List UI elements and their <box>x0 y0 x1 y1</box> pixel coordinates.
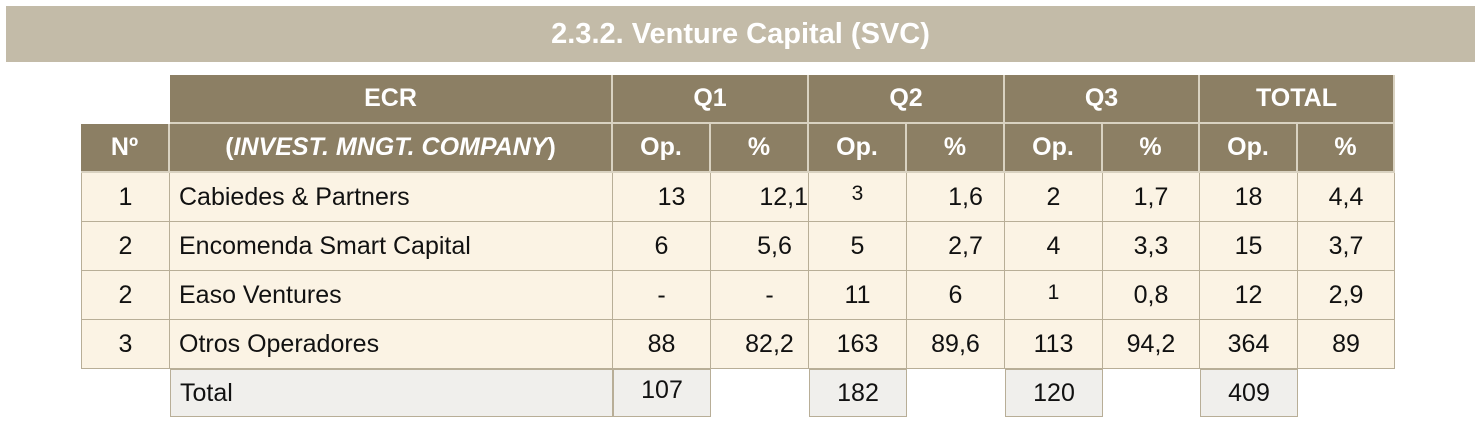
header-q1-op: Op. <box>613 124 711 173</box>
header-q3-pct: % <box>1103 124 1200 173</box>
table-cell-company: Otros Operadores <box>170 320 613 369</box>
table-cell-total-pct: 3,7 <box>1298 222 1395 271</box>
table-cell-company: Cabiedes & Partners <box>170 173 613 222</box>
header-company-open: ( <box>225 133 234 161</box>
table-cell-q3-op: 113 <box>1005 320 1103 369</box>
table-cell-no: 2 <box>81 271 170 320</box>
table-cell-q3-op: 1 <box>1005 271 1103 320</box>
header-q2-pct: % <box>907 124 1005 173</box>
table-cell-q3-pct: 0,8 <box>1103 271 1200 320</box>
header-q1: Q1 <box>613 75 809 124</box>
header-company-close: ) <box>547 133 556 161</box>
header-q3-op: Op. <box>1005 124 1103 173</box>
totals-q1: 107 <box>613 369 711 417</box>
table-cell-q1-op: 13 <box>613 173 711 222</box>
totals-label: Total <box>170 369 613 417</box>
header-total-op: Op. <box>1200 124 1298 173</box>
totals-q2: 182 <box>809 369 907 417</box>
header-q3: Q3 <box>1005 75 1200 124</box>
table-cell-no: 2 <box>81 222 170 271</box>
header-total-pct: % <box>1298 124 1395 173</box>
table-cell-q3-op: 2 <box>1005 173 1103 222</box>
header-q2: Q2 <box>809 75 1005 124</box>
table-cell-q2-op: 163 <box>809 320 907 369</box>
table-cell-q1-pct: 12,1 <box>711 173 809 222</box>
table-cell-q3-pct: 3,3 <box>1103 222 1200 271</box>
table-cell-q2-op: 11 <box>809 271 907 320</box>
table-cell-q1-op: 6 <box>613 222 711 271</box>
table-cell-q3-pct: 94,2 <box>1103 320 1200 369</box>
table-cell-q2-pct: 6 <box>907 271 1005 320</box>
header-no: Nº <box>81 124 170 173</box>
header-q1-pct: % <box>711 124 809 173</box>
table-cell-company: Encomenda Smart Capital <box>170 222 613 271</box>
table-cell-total-pct: 2,9 <box>1298 271 1395 320</box>
table-cell-total-op: 364 <box>1200 320 1298 369</box>
header-company-text: INVEST. MNGT. COMPANY <box>233 133 548 161</box>
table-cell-total-op: 15 <box>1200 222 1298 271</box>
table-cell-q3-op: 4 <box>1005 222 1103 271</box>
table-cell-q1-op: 88 <box>613 320 711 369</box>
table-cell-q2-op: 5 <box>809 222 907 271</box>
table-title: 2.3.2. Venture Capital (SVC) <box>6 6 1475 62</box>
header-company: (INVEST. MNGT. COMPANY) <box>170 124 613 173</box>
header-total: TOTAL <box>1200 75 1395 124</box>
table-cell-no: 3 <box>81 320 170 369</box>
table-cell-total-pct: 89 <box>1298 320 1395 369</box>
table-cell-q1-op: - <box>613 271 711 320</box>
table-cell-q1-pct: 82,2 <box>711 320 809 369</box>
table-cell-company: Easo Ventures <box>170 271 613 320</box>
totals-total: 409 <box>1200 369 1298 417</box>
header-q2-op: Op. <box>809 124 907 173</box>
table-cell-total-pct: 4,4 <box>1298 173 1395 222</box>
table-cell-no: 1 <box>81 173 170 222</box>
totals-q3: 120 <box>1005 369 1103 417</box>
header-ecr: ECR <box>170 75 613 124</box>
table-cell-q2-pct: 2,7 <box>907 222 1005 271</box>
table-cell-q2-pct: 89,6 <box>907 320 1005 369</box>
table-cell-q2-pct: 1,6 <box>907 173 1005 222</box>
table-cell-total-op: 18 <box>1200 173 1298 222</box>
table-cell-q1-pct: 5,6 <box>711 222 809 271</box>
table-cell-q1-pct: - <box>711 271 809 320</box>
table-cell-total-op: 12 <box>1200 271 1298 320</box>
table-cell-q2-op: 3 <box>809 173 907 222</box>
table-cell-q3-pct: 1,7 <box>1103 173 1200 222</box>
